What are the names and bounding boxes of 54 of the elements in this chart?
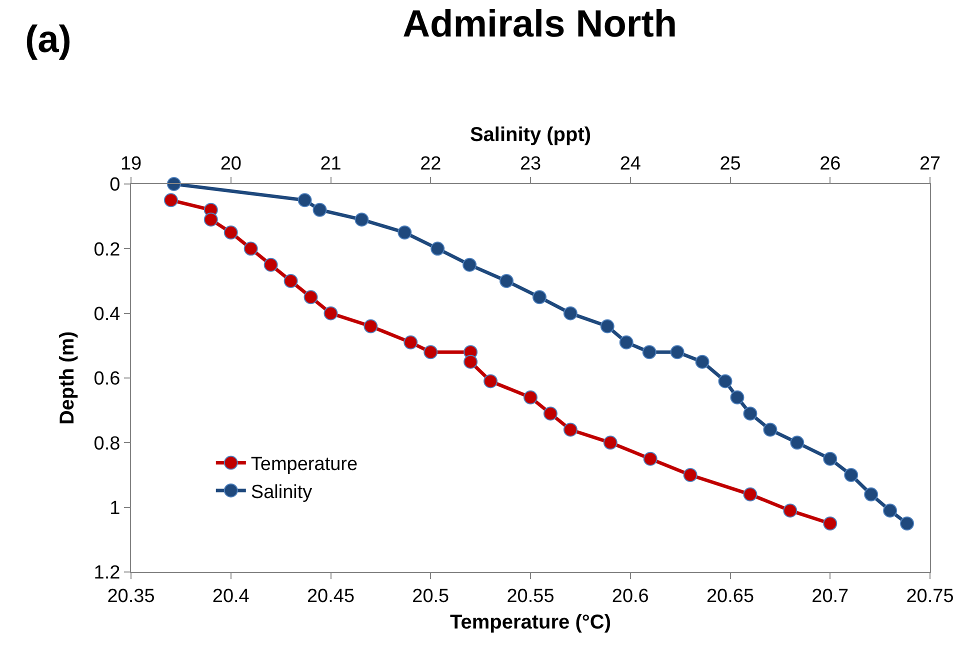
x2-tick-label: 26 [820, 153, 841, 174]
x2-tick-label: 27 [919, 153, 941, 174]
point [304, 290, 318, 304]
y-tick-label: 0 [110, 174, 120, 196]
y-axis-title: Depth (m) [56, 331, 78, 425]
point [783, 504, 798, 518]
chart-title: Admirals North [402, 4, 678, 46]
point [224, 226, 238, 240]
y-tick-label: 0.2 [94, 239, 120, 260]
point [464, 354, 478, 369]
point [284, 274, 298, 288]
point [683, 468, 698, 482]
y-tick-label: 0.8 [94, 433, 120, 454]
x-tick-label: 20.45 [306, 586, 355, 607]
text: (a) [25, 19, 72, 61]
point [484, 374, 498, 388]
x-tick-label: 20.65 [706, 586, 754, 607]
x-tick-label: 20.55 [506, 586, 554, 607]
point [524, 390, 538, 404]
point [823, 516, 838, 530]
point [324, 306, 338, 320]
y-tick-label: 1 [110, 498, 120, 519]
x2-tick-label: 19 [120, 153, 142, 174]
point [204, 212, 218, 227]
x-tick-label: 20.35 [107, 586, 155, 607]
x2-tick-label: 23 [520, 153, 542, 174]
x2-tick-label: 20 [220, 153, 242, 174]
point [164, 193, 178, 208]
x-tick-label: 20.75 [906, 586, 954, 607]
point [563, 422, 578, 437]
y-tick-label: 0.6 [94, 368, 120, 390]
x-tick-label: 20.4 [212, 586, 250, 607]
y-tick-label: 0.4 [94, 304, 121, 325]
point [603, 436, 618, 450]
point [264, 258, 278, 272]
x-axis-title: Temperature (°C) [450, 611, 611, 634]
legend-label: Temperature [250, 454, 358, 476]
point [543, 406, 558, 421]
x-tick-label: 20.5 [412, 586, 450, 607]
x2-tick-label: 21 [320, 153, 342, 174]
x2-axis-title: Salinity (ppt) [470, 124, 592, 146]
point [364, 319, 378, 334]
point [424, 345, 438, 360]
point [404, 335, 418, 350]
point [643, 452, 658, 466]
legend-label: Salinity [250, 482, 313, 503]
x2-tick-label: 24 [620, 153, 642, 174]
x2-tick-label: 25 [720, 153, 741, 174]
x2-tick-label: 22 [420, 153, 442, 174]
point [743, 487, 758, 502]
y-tick-label: 1.2 [94, 562, 120, 584]
x-tick-label: 20.6 [612, 586, 649, 607]
x-tick-label: 20.7 [812, 586, 849, 607]
point [244, 242, 258, 256]
